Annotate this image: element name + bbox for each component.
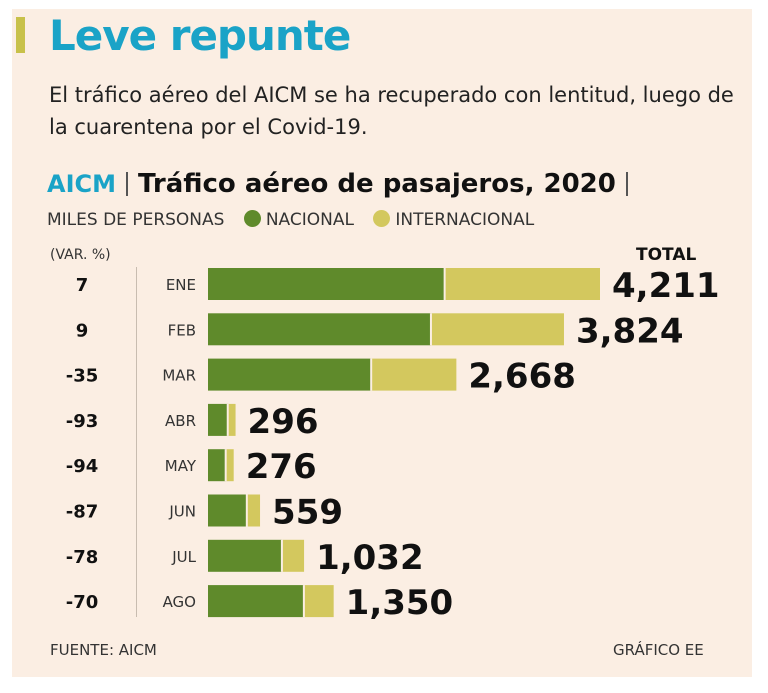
bar-internacional-abr <box>227 403 236 436</box>
bar-internacional-ago <box>303 585 334 618</box>
subtitle: El tráfico aéreo del AICM se ha recupera… <box>49 83 734 139</box>
header-separator-end <box>625 172 628 196</box>
total-label-jul: 1,032 <box>316 538 424 578</box>
month-label-mar: MAR <box>162 367 196 385</box>
chart-source-label: AICM <box>47 170 116 198</box>
month-label-ene: ENE <box>166 276 196 294</box>
total-label-ene: 4,211 <box>612 266 720 306</box>
infographic-card: Leve repunte El tráfico aéreo del AICM s… <box>12 9 752 677</box>
var-pct-ago: -70 <box>66 592 99 613</box>
var-header: (VAR. %) <box>50 247 111 263</box>
chart-header: AICM Tráfico aéreo de pasajeros, 2020 <box>47 169 638 199</box>
month-label-abr: ABR <box>165 412 196 430</box>
var-pct-ene: 7 <box>76 275 89 296</box>
total-label-may: 276 <box>246 447 317 487</box>
bar-nacional-abr <box>208 403 228 436</box>
var-pct-jul: -78 <box>66 547 99 568</box>
month-label-feb: FEB <box>168 321 196 339</box>
total-label-jun: 559 <box>272 493 343 533</box>
total-label-abr: 296 <box>248 402 319 442</box>
bar-nacional-mar <box>208 358 372 391</box>
var-pct-feb: 9 <box>76 320 89 341</box>
bar-internacional-jul <box>281 539 305 572</box>
header-separator <box>126 172 128 196</box>
bar-nacional-ago <box>208 585 304 618</box>
footer-credit: GRÁFICO EE <box>613 641 704 659</box>
bar-internacional-ene <box>444 268 600 300</box>
title-accent-bar <box>16 17 25 53</box>
var-pct-abr: -93 <box>66 411 99 432</box>
legend-label-nacional: NACIONAL <box>265 210 354 230</box>
legend-swatch-nacional <box>243 210 261 227</box>
legend: MILES DE PERSONAS NACIONAL INTERNACIONAL <box>47 210 534 230</box>
chart-title: Tráfico aéreo de pasajeros, 2020 <box>138 169 616 199</box>
bar-chart: 7 ENE 4,211 9 FEB 3,824 -35 MAR 2,668 -93 ABR 296 -9… <box>66 266 720 623</box>
total-label-mar: 2,668 <box>468 357 576 397</box>
bar-nacional-feb <box>208 313 431 346</box>
var-pct-mar: -35 <box>66 366 99 387</box>
headline: Leve repunte <box>49 11 351 60</box>
total-label-ago: 1,350 <box>346 583 454 623</box>
bar-internacional-feb <box>430 313 564 346</box>
legend-label-internacional: INTERNACIONAL <box>395 210 535 230</box>
bar-internacional-mar <box>371 358 457 391</box>
bar-nacional-jun <box>208 494 247 527</box>
footer-source: FUENTE: AICM <box>50 641 157 659</box>
bar-nacional-ene <box>208 268 445 300</box>
units-label: MILES DE PERSONAS <box>47 210 225 230</box>
bar-internacional-may <box>225 449 234 482</box>
legend-swatch-internacional <box>373 210 391 227</box>
total-header: TOTAL <box>636 245 697 265</box>
total-label-feb: 3,824 <box>576 311 684 351</box>
var-pct-may: -94 <box>66 456 99 477</box>
bar-internacional-jun <box>246 494 261 527</box>
bar-nacional-may <box>208 449 226 482</box>
bar-nacional-jul <box>208 539 282 572</box>
month-label-ago: AGO <box>163 593 196 611</box>
var-pct-jun: -87 <box>66 502 99 523</box>
month-label-jul: JUL <box>171 548 196 566</box>
axis-line <box>136 267 137 617</box>
month-label-may: MAY <box>165 457 197 475</box>
month-label-jun: JUN <box>168 503 196 521</box>
